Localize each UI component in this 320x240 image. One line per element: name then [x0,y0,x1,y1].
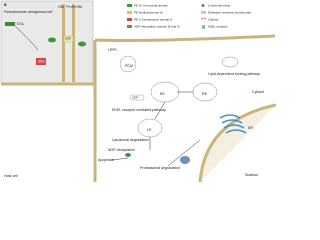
arrow [14,25,39,51]
receptor-label: LRP1 [108,48,117,52]
legend-entry: KDEL receptor [208,24,228,28]
diagram: B Pseudomonas aeruginosa cell OM Peripla… [0,0,276,182]
im-label: IM [78,5,82,9]
kdel-pathway-label: KDEL receptor mediated-pathway [112,108,166,112]
nucleus [198,103,276,182]
legend-entry: ADP-ribosylation domain III and Ib [134,24,180,28]
pcm-label: PCM [125,64,133,68]
proteasome-label: Proteasomal degradation [140,166,180,170]
cdp-box [129,94,145,101]
legend-swatch [127,25,132,28]
legend-swatch [200,17,207,20]
legend-entry: Clathrin [208,17,219,21]
proteasome [180,156,190,164]
apoptosis-label: Apoptosis [98,158,114,162]
toxin [48,37,56,43]
bacterium-title: Pseudomonas aeruginosa cell [4,10,52,14]
legend-entry: PE IV: N-terminal domain [134,3,168,7]
legend-swatch [127,4,132,7]
legend-entry: PE II: translocation domain II [134,17,173,21]
outer-membrane [62,4,65,82]
sec-box [36,58,46,65]
nucleus-label: Nucleus [245,173,258,177]
lysosome-label: Lysosomal degradation [112,138,149,142]
legend-entry: Detergent resistant microdomain [208,10,252,14]
plasma-membrane [94,34,276,42]
legend-swatch [202,25,205,29]
gsp-label: GSP [65,37,71,41]
host-cell-label: Host cell [4,174,18,178]
re-label: RE [202,92,208,96]
legend-swatch [127,11,132,14]
endoplasmic-reticulum [219,114,247,134]
gene [5,22,15,26]
vesicle [119,55,137,73]
lipid-pathway-label: Lipid-dependent sorting pathway [208,72,260,76]
legend-swatch [201,11,206,14]
legend-entry: C-terminal lysine [208,3,231,7]
sec-label: SEC [38,59,46,63]
cdp-label: CDP [132,95,138,99]
cytosol-label: Cytosol [252,90,264,94]
adp-label: ADP-ribosylation [108,148,135,152]
periplasm-label: Periplasm [66,5,79,9]
ee-label: EE [160,92,165,96]
legend-swatch [127,18,132,21]
er-label: ER [248,126,253,130]
toxin [125,153,131,157]
bacterium-region [0,0,94,84]
early-endosome [150,81,180,103]
inner-membrane [72,4,75,82]
panel-label: B [4,3,7,7]
le-label: LE [147,128,152,132]
legend-swatch [201,4,205,7]
om-label: OM [58,5,64,9]
toxin [78,41,86,47]
arrow [111,91,201,167]
page: {"panel": "B", "bacterium": {"title": "P… [0,0,276,182]
gsp-box [63,35,74,43]
toxin-label: ETA [17,22,24,26]
vesicle [221,56,239,68]
legend-entry: PE binding domain Ia [134,10,163,14]
legend: PE IV: N-terminal domain PE binding doma… [127,3,252,29]
